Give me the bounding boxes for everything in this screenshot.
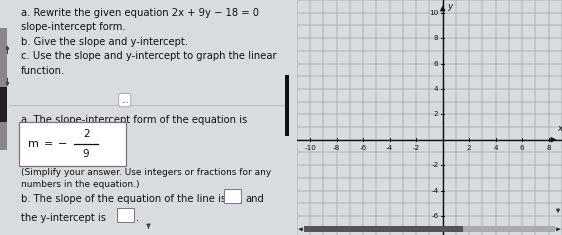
Text: -2: -2 [431, 162, 438, 168]
Text: x: x [558, 124, 562, 133]
Text: the y-intercept is: the y-intercept is [21, 213, 106, 223]
Text: numbers in the equation.): numbers in the equation.) [21, 180, 139, 189]
Text: 4: 4 [493, 145, 498, 151]
Bar [0, 87, 7, 122]
FancyBboxPatch shape [117, 208, 134, 222]
Text: b. The slope of the equation of the line is: b. The slope of the equation of the line… [21, 194, 226, 204]
Text: -4: -4 [431, 188, 438, 194]
Text: b. Give the slope and y-intercept.: b. Give the slope and y-intercept. [21, 37, 188, 47]
Text: -6: -6 [431, 213, 438, 219]
Text: 2: 2 [83, 129, 89, 139]
Text: -8: -8 [333, 145, 341, 151]
Bar [0, 28, 7, 150]
Text: 2: 2 [434, 111, 438, 117]
Text: a. The slope-intercept form of the equation is: a. The slope-intercept form of the equat… [21, 115, 247, 125]
Text: function.: function. [21, 66, 65, 76]
Text: 6: 6 [434, 61, 438, 67]
Text: 8: 8 [546, 145, 551, 151]
Text: 10: 10 [429, 10, 438, 16]
Text: c. Use the slope and y-intercept to graph the linear: c. Use the slope and y-intercept to grap… [21, 51, 277, 62]
Text: 8: 8 [434, 35, 438, 41]
Text: 9: 9 [83, 149, 89, 159]
Text: 4: 4 [434, 86, 438, 92]
Text: -10: -10 [304, 145, 316, 151]
Text: slope-intercept form.: slope-intercept form. [21, 22, 125, 32]
Text: (Simplify your answer. Use integers or fractions for any: (Simplify your answer. Use integers or f… [21, 168, 271, 177]
Text: m $= -$: m $= -$ [27, 139, 67, 149]
Text: -4: -4 [386, 145, 393, 151]
Text: 6: 6 [520, 145, 524, 151]
FancyBboxPatch shape [19, 122, 126, 166]
Text: a. Rewrite the given equation 2x + 9y − 18 = 0: a. Rewrite the given equation 2x + 9y − … [21, 8, 259, 18]
Text: y: y [447, 2, 453, 11]
Text: and: and [245, 194, 264, 204]
Bar [303, 226, 463, 232]
Text: -2: -2 [413, 145, 420, 151]
Text: .: . [136, 213, 139, 223]
Text: ...: ... [121, 96, 129, 105]
Text: -6: -6 [360, 145, 367, 151]
FancyBboxPatch shape [224, 189, 242, 203]
Text: 2: 2 [467, 145, 472, 151]
Bar [303, 226, 555, 232]
Bar [285, 75, 289, 136]
